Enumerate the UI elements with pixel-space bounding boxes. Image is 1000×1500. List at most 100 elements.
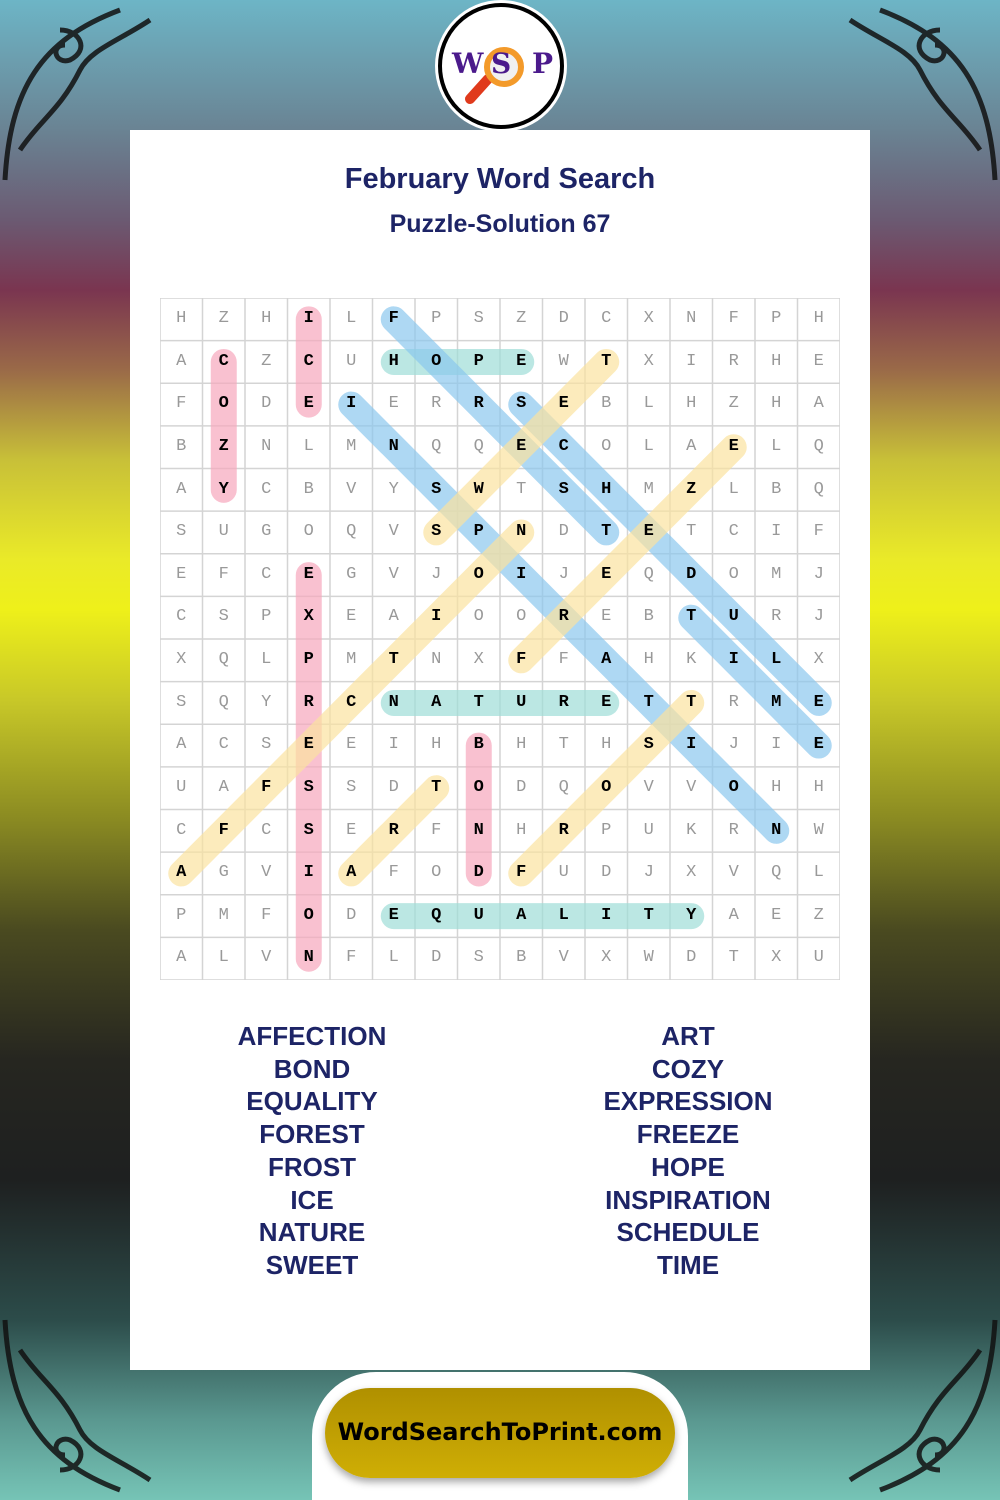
grid-cell[interactable]: H	[686, 394, 697, 414]
grid-cell[interactable]: F	[431, 820, 442, 840]
grid-cell[interactable]: D	[686, 948, 697, 968]
grid-cell[interactable]: A	[176, 479, 187, 499]
grid-cell[interactable]: E	[303, 735, 314, 755]
grid-cell[interactable]: J	[728, 735, 739, 755]
grid-cell[interactable]: Q	[346, 522, 357, 542]
grid-cell[interactable]: O	[728, 777, 739, 797]
grid-cell[interactable]: I	[388, 735, 399, 755]
grid-cell[interactable]: F	[261, 777, 272, 797]
grid-cell[interactable]: P	[261, 607, 272, 627]
grid-cell[interactable]: Z	[218, 436, 229, 456]
grid-cell[interactable]: L	[346, 309, 357, 328]
grid-cell[interactable]: Z	[218, 309, 229, 328]
grid-cell[interactable]: Q	[643, 564, 654, 584]
grid-cell[interactable]: Q	[558, 777, 569, 797]
grid-cell[interactable]: W	[643, 948, 654, 968]
grid-cell[interactable]: X	[771, 948, 782, 968]
grid-cell[interactable]: D	[431, 948, 442, 968]
grid-cell[interactable]: U	[558, 863, 569, 883]
grid-cell[interactable]: B	[303, 479, 314, 499]
grid-cell[interactable]: L	[813, 863, 824, 883]
grid-cell[interactable]: A	[176, 735, 187, 755]
grid-cell[interactable]: T	[686, 692, 697, 712]
grid-cell[interactable]: P	[176, 905, 187, 925]
grid-cell[interactable]: I	[303, 309, 314, 328]
grid-cell[interactable]: G	[346, 564, 357, 584]
grid-cell[interactable]: F	[558, 650, 569, 669]
grid-cell[interactable]: F	[388, 863, 399, 883]
grid-cell[interactable]: E	[813, 692, 824, 712]
grid-cell[interactable]: V	[261, 948, 272, 968]
grid-cell[interactable]: H	[771, 351, 782, 371]
grid-cell[interactable]: M	[643, 479, 654, 499]
grid-cell[interactable]: H	[176, 309, 187, 328]
grid-cell[interactable]: A	[686, 436, 697, 456]
grid-cell[interactable]: U	[728, 607, 739, 627]
grid-cell[interactable]: E	[346, 607, 357, 627]
grid-cell[interactable]: D	[516, 777, 527, 797]
grid-cell[interactable]: Q	[813, 436, 824, 456]
grid-cell[interactable]: R	[728, 820, 739, 840]
grid-cell[interactable]: H	[771, 394, 782, 414]
grid-cell[interactable]: E	[601, 564, 612, 584]
grid-cell[interactable]: Y	[686, 905, 697, 925]
grid-cell[interactable]: S	[473, 309, 484, 328]
grid-cell[interactable]: G	[218, 863, 229, 883]
grid-cell[interactable]: V	[261, 863, 272, 883]
grid-cell[interactable]: V	[643, 777, 654, 797]
grid-cell[interactable]: S	[431, 479, 442, 499]
grid-cell[interactable]: M	[346, 650, 357, 669]
grid-cell[interactable]: O	[303, 522, 314, 542]
grid-cell[interactable]: T	[601, 522, 612, 542]
grid-cell[interactable]: X	[686, 863, 697, 883]
grid-cell[interactable]: F	[176, 394, 187, 414]
grid-cell[interactable]: L	[388, 948, 399, 968]
grid-cell[interactable]: D	[558, 309, 569, 328]
grid-cell[interactable]: C	[218, 735, 229, 755]
grid-cell[interactable]: H	[516, 735, 527, 755]
grid-cell[interactable]: D	[601, 863, 612, 883]
grid-cell[interactable]: I	[771, 522, 782, 542]
grid-cell[interactable]: P	[473, 351, 484, 371]
grid-cell[interactable]: T	[431, 777, 442, 797]
grid-cell[interactable]: R	[473, 394, 484, 414]
grid-cell[interactable]: P	[473, 522, 484, 542]
grid-cell[interactable]: X	[473, 650, 484, 669]
grid-cell[interactable]: O	[303, 905, 314, 925]
grid-cell[interactable]: R	[388, 820, 399, 840]
grid-cell[interactable]: D	[686, 564, 697, 584]
grid-cell[interactable]: N	[473, 820, 484, 840]
grid-cell[interactable]: C	[176, 607, 187, 627]
grid-cell[interactable]: O	[473, 564, 484, 584]
grid-cell[interactable]: R	[431, 394, 442, 414]
grid-cell[interactable]: C	[558, 436, 569, 456]
grid-cell[interactable]: R	[771, 607, 782, 627]
grid-cell[interactable]: B	[176, 436, 187, 456]
grid-cell[interactable]: F	[516, 863, 527, 883]
grid-cell[interactable]: O	[218, 394, 229, 414]
grid-cell[interactable]: N	[261, 436, 272, 456]
grid-cell[interactable]: A	[728, 905, 739, 925]
grid-cell[interactable]: S	[516, 394, 527, 414]
grid-cell[interactable]: P	[601, 820, 612, 840]
grid-cell[interactable]: P	[431, 309, 442, 328]
grid-cell[interactable]: F	[218, 564, 229, 584]
grid-cell[interactable]: N	[686, 309, 697, 328]
grid-cell[interactable]: A	[516, 905, 527, 925]
grid-cell[interactable]: Q	[813, 479, 824, 499]
grid-cell[interactable]: T	[643, 692, 654, 712]
grid-cell[interactable]: S	[218, 607, 229, 627]
grid-cell[interactable]: U	[346, 351, 357, 371]
grid-cell[interactable]: S	[346, 777, 357, 797]
grid-cell[interactable]: H	[771, 777, 782, 797]
grid-cell[interactable]: N	[516, 522, 527, 542]
grid-cell[interactable]: O	[728, 564, 739, 584]
grid-cell[interactable]: H	[601, 735, 612, 755]
grid-cell[interactable]: O	[431, 863, 442, 883]
grid-cell[interactable]: A	[218, 777, 229, 797]
grid-cell[interactable]: Q	[218, 650, 229, 669]
grid-cell[interactable]: U	[643, 820, 654, 840]
grid-cell[interactable]: E	[728, 436, 739, 456]
grid-cell[interactable]: R	[728, 692, 739, 712]
grid-cell[interactable]: L	[558, 905, 569, 925]
